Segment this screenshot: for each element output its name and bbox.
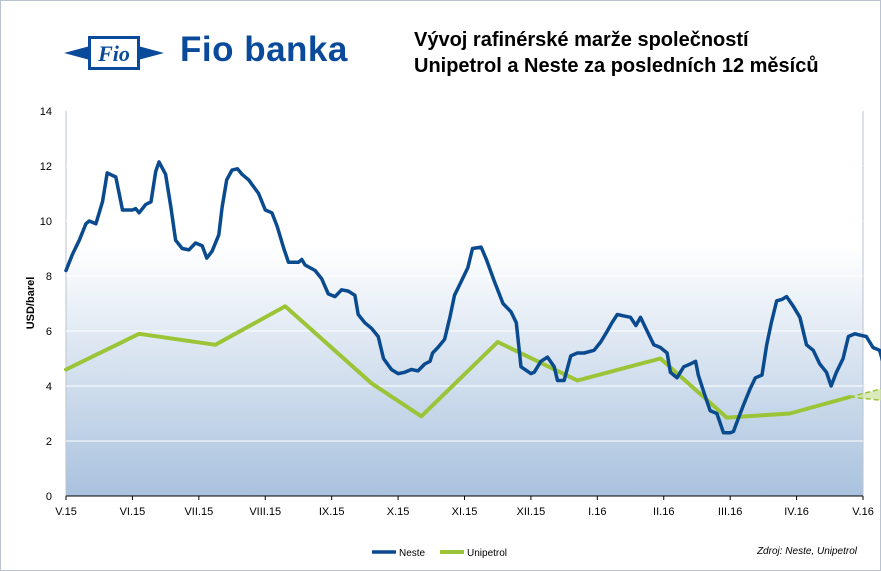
x-tick-label: VIII.15 <box>249 506 281 518</box>
y-axis-label: USD/barel <box>25 277 37 330</box>
logo-text: Fio <box>97 41 130 66</box>
y-tick-label: 10 <box>40 216 52 228</box>
chart-title: Vývoj rafinérské marže společností Unipe… <box>414 27 874 79</box>
x-axis-ticks: V.15 VI.15 VII.15 VIII.15 IX.15 X.15 XI.15 XII.… <box>55 496 874 518</box>
brand-name: Fio banka <box>180 30 348 69</box>
x-tick-label: XII.15 <box>517 506 546 518</box>
x-tick-label: VI.15 <box>120 506 146 518</box>
x-tick-label: XI.15 <box>452 506 478 518</box>
chart-title-line-1: Vývoj rafinérské marže společností <box>414 29 749 51</box>
source-note: Zdroj: Neste, Unipetrol <box>756 546 858 557</box>
x-tick-label: IV.16 <box>784 506 809 518</box>
gridlines <box>66 110 863 442</box>
x-tick-label: V.16 <box>852 506 874 518</box>
y-tick-label: 8 <box>46 271 52 283</box>
legend: Neste Unipetrol <box>372 548 507 559</box>
y-tick-label: 14 <box>40 106 52 118</box>
x-tick-label: VII.15 <box>184 506 213 518</box>
unipetrol-forecast-area <box>849 388 881 401</box>
y-tick-label: 0 <box>46 491 52 503</box>
chart-title-line-2: Unipetrol a Neste za posledních 12 měsíc… <box>414 55 819 77</box>
x-tick-label: V.15 <box>55 506 77 518</box>
y-tick-label: 2 <box>46 436 52 448</box>
y-tick-label: 12 <box>40 161 52 173</box>
x-tick-label: X.15 <box>387 506 410 518</box>
y-axis-ticks: 0 2 4 6 8 10 12 14 <box>40 106 52 503</box>
fio-logo-icon: Fio <box>64 34 164 72</box>
plot-area <box>65 110 864 497</box>
x-tick-label: IX.15 <box>319 506 345 518</box>
neste-series-line <box>64 160 881 435</box>
x-tick-label: III.16 <box>718 506 742 518</box>
y-tick-label: 6 <box>46 326 52 338</box>
legend-label-neste: Neste <box>399 548 426 559</box>
legend-label-unipetrol: Unipetrol <box>467 548 507 559</box>
x-tick-label: I.16 <box>588 506 606 518</box>
x-tick-label: II.16 <box>653 506 674 518</box>
y-tick-label: 4 <box>46 381 52 393</box>
